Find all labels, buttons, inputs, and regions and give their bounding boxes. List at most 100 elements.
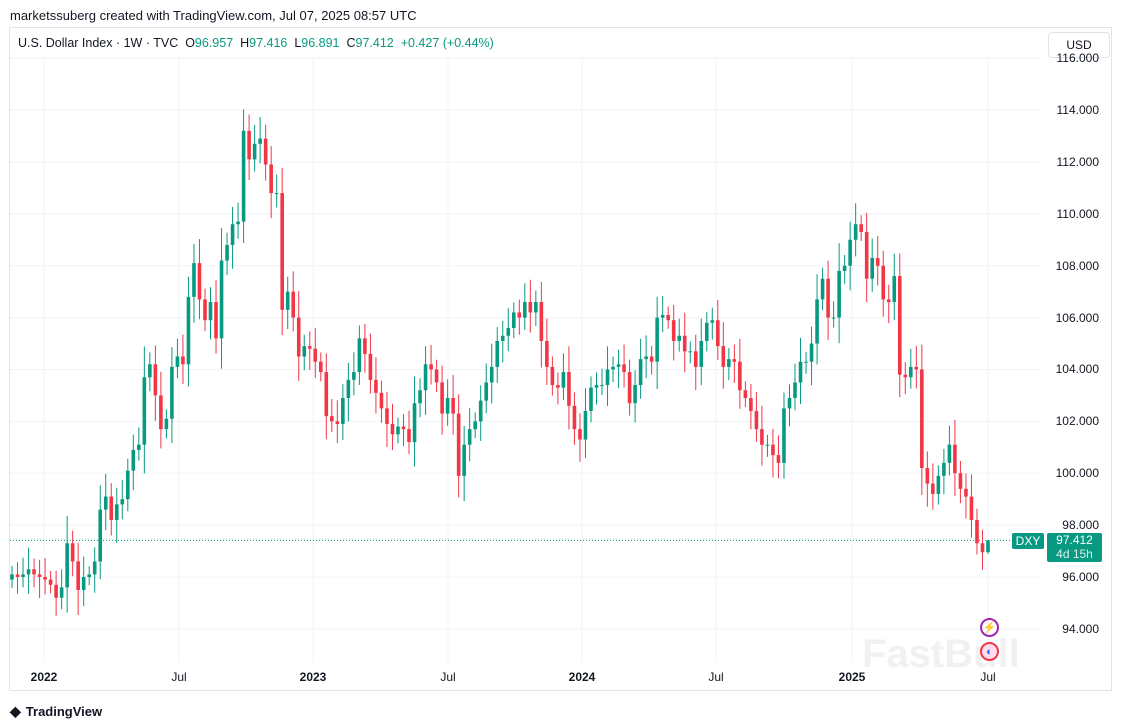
candle-body xyxy=(616,364,621,367)
candle-body xyxy=(671,320,676,341)
change-value: +0.427 (+0.44%) xyxy=(400,36,494,50)
candle-body xyxy=(958,473,963,489)
last-price: 97.412 xyxy=(1056,533,1093,547)
candle-body xyxy=(114,504,119,520)
y-tick-label: 112.000 xyxy=(1056,154,1100,169)
bar-countdown: 4d 15h xyxy=(1056,547,1093,561)
candle-body xyxy=(920,369,924,469)
candle-body xyxy=(776,455,781,463)
candle-body xyxy=(307,346,312,349)
candle-body xyxy=(909,366,913,378)
x-tick-label: 2024 xyxy=(568,670,596,684)
candle-body xyxy=(567,372,571,406)
candle-body xyxy=(975,519,979,544)
candle-body xyxy=(815,299,819,344)
y-tick-label: 108.000 xyxy=(1055,258,1099,273)
candle-body xyxy=(70,543,75,562)
candle-body xyxy=(506,327,511,336)
candle-body xyxy=(500,335,505,341)
candle-body xyxy=(870,257,875,279)
candle-body xyxy=(859,224,863,232)
candle-body xyxy=(296,317,301,357)
lightning-event-icon[interactable]: ⚡ xyxy=(980,618,999,637)
candle-body xyxy=(765,444,770,446)
candle-body xyxy=(423,364,428,391)
candle-body xyxy=(964,488,968,497)
candle-body xyxy=(65,543,69,588)
us-flag-event-icon[interactable]: ◐ xyxy=(980,642,999,661)
candle-body xyxy=(390,423,395,435)
candle-body xyxy=(721,346,726,367)
candle-body xyxy=(451,398,455,414)
candle-body xyxy=(655,317,659,362)
candle-body xyxy=(335,421,340,424)
chart-frame[interactable] xyxy=(9,27,1112,691)
candle-body xyxy=(456,413,461,476)
candle-body xyxy=(511,312,516,328)
candle-body xyxy=(368,353,373,380)
candle-body xyxy=(848,239,852,266)
candle-body xyxy=(947,444,952,463)
candle-body xyxy=(545,340,549,367)
y-tick-label: 98.000 xyxy=(1062,518,1099,533)
candle-body xyxy=(523,302,527,318)
candle-body xyxy=(925,468,930,484)
candle-body xyxy=(594,385,599,388)
x-tick-label: 2022 xyxy=(30,670,58,684)
candle-body xyxy=(666,315,670,321)
candle-body xyxy=(820,278,825,300)
candle-body xyxy=(489,366,494,383)
candle-body xyxy=(605,369,610,386)
candle-body xyxy=(21,574,25,577)
candle-body xyxy=(181,356,185,365)
high-value: 97.416 xyxy=(249,36,288,50)
open-label: O xyxy=(185,36,195,50)
candle-body xyxy=(682,335,687,352)
candle-body xyxy=(203,299,207,321)
candle-body xyxy=(831,317,836,319)
candle-body xyxy=(285,291,290,310)
symbol-title: U.S. Dollar Index · 1W · TVC xyxy=(18,36,179,50)
candle-body xyxy=(87,574,91,577)
candle-body xyxy=(864,231,869,279)
candle-body xyxy=(440,382,444,414)
candle-body xyxy=(986,540,990,553)
candle-body xyxy=(787,398,792,409)
candle-body xyxy=(37,574,42,577)
candle-body xyxy=(660,315,665,318)
low-value: 96.891 xyxy=(301,36,340,50)
candle-body xyxy=(936,475,941,494)
candle-body xyxy=(445,398,450,414)
candle-body xyxy=(589,387,593,411)
currency-button[interactable]: USD xyxy=(1048,32,1110,58)
candle-body xyxy=(302,346,307,357)
candle-body xyxy=(346,379,351,399)
candle-body xyxy=(32,569,36,575)
candle-body xyxy=(324,372,329,417)
candle-body xyxy=(732,359,737,362)
y-tick-label: 110.000 xyxy=(1056,206,1100,221)
candle-body xyxy=(583,410,588,440)
tv-logo-icon: ◆ xyxy=(10,703,21,719)
candle-body xyxy=(252,143,257,160)
candle-body xyxy=(528,302,533,313)
candle-body xyxy=(208,302,213,321)
open-value: 96.957 xyxy=(194,36,234,50)
candle-body xyxy=(704,322,709,341)
candle-body xyxy=(649,356,654,362)
candle-body xyxy=(495,340,500,367)
candle-body xyxy=(842,265,847,271)
candle-body xyxy=(550,366,555,386)
candle-body xyxy=(401,426,406,430)
candle-body xyxy=(192,263,196,297)
candle-body xyxy=(644,356,648,360)
candle-body xyxy=(318,361,323,373)
candle-body xyxy=(903,374,908,378)
candle-body xyxy=(716,320,720,347)
candle-body xyxy=(699,340,704,367)
candle-body xyxy=(76,561,80,590)
candle-body xyxy=(638,359,643,386)
candle-body xyxy=(578,429,582,440)
candle-body xyxy=(798,361,803,383)
